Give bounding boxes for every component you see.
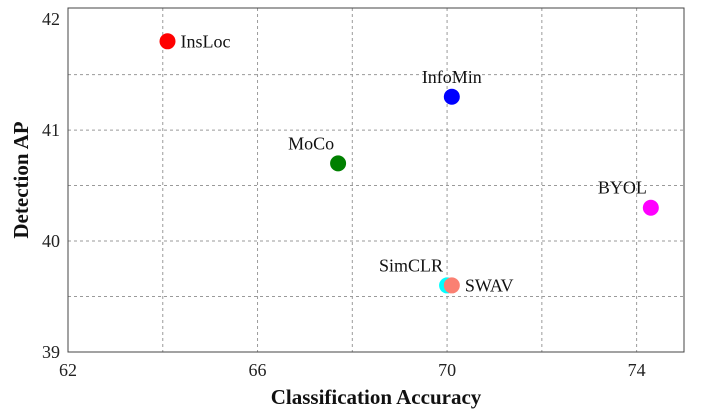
label-infomin: InfoMin: [422, 67, 482, 87]
point-byol: [642, 199, 659, 216]
point-swav: [443, 277, 460, 294]
plot-frame: [67, 7, 685, 353]
point-moco: [330, 155, 347, 172]
ticks-layer: 62 66 70 74 39 40 41 42: [42, 9, 646, 380]
y-tick-label: 41: [42, 120, 60, 140]
x-axis-title: Classification Accuracy: [271, 385, 482, 409]
y-tick-label: 39: [42, 342, 60, 362]
label-byol: BYOL: [598, 178, 647, 198]
y-tick-label: 42: [42, 9, 60, 29]
x-tick-label: 74: [628, 360, 646, 380]
label-moco: MoCo: [288, 133, 334, 153]
y-axis-title: Detection AP: [9, 121, 33, 238]
points-layer: InsLoc InfoMin MoCo BYOL SimCLR SWAV: [159, 31, 659, 295]
point-insloc: [159, 33, 176, 50]
x-tick-label: 62: [59, 360, 77, 380]
label-insloc: InsLoc: [181, 31, 231, 51]
y-tick-label: 40: [42, 231, 60, 251]
x-tick-label: 66: [249, 360, 267, 380]
grid-layer: [67, 8, 684, 352]
label-simclr: SimCLR: [379, 255, 443, 275]
x-tick-label: 70: [438, 360, 456, 380]
point-infomin: [443, 88, 460, 105]
label-swav: SWAV: [465, 275, 514, 295]
